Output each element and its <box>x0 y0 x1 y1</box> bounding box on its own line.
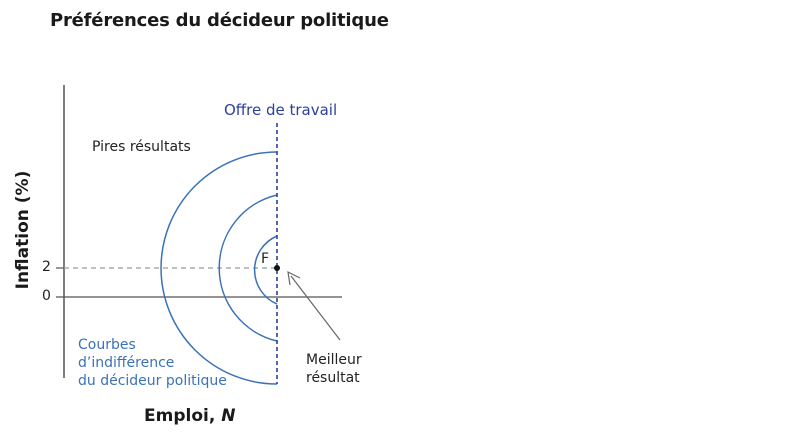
x-axis-variable: N <box>221 406 236 426</box>
curves-label-line3: du décideur politique <box>78 373 227 389</box>
curves-label-line2: d’indifférence <box>78 355 175 371</box>
worse-outcomes-label: Pires résultats <box>92 139 191 155</box>
best-outcome-label: Meilleur résultat <box>306 351 362 387</box>
best-outcome-line1: Meilleur <box>306 352 362 368</box>
curves-label-line1: Courbes <box>78 337 136 353</box>
chart-title: Préférences du décideur politique <box>50 10 389 31</box>
best-outcome-arrow <box>290 275 341 341</box>
labour-supply-label: Offre de travail <box>224 101 338 119</box>
indifference-curves-label: Courbes d’indifférence du décideur polit… <box>78 336 227 390</box>
indifference-curve-inner <box>253 235 278 305</box>
best-outcome-line2: résultat <box>306 370 360 386</box>
point-f-marker <box>274 265 280 271</box>
indifference-curve-outer <box>160 151 278 385</box>
x-axis-label-text: Emploi, <box>144 406 222 426</box>
y-tick-2: 2 <box>42 259 51 275</box>
indifference-curve-middle <box>218 194 278 342</box>
best-outcome-arrowhead <box>287 270 301 286</box>
point-f-label: F <box>261 251 270 267</box>
x-axis-label: Emploi, N <box>144 406 235 426</box>
y-tick-0: 0 <box>42 288 51 304</box>
